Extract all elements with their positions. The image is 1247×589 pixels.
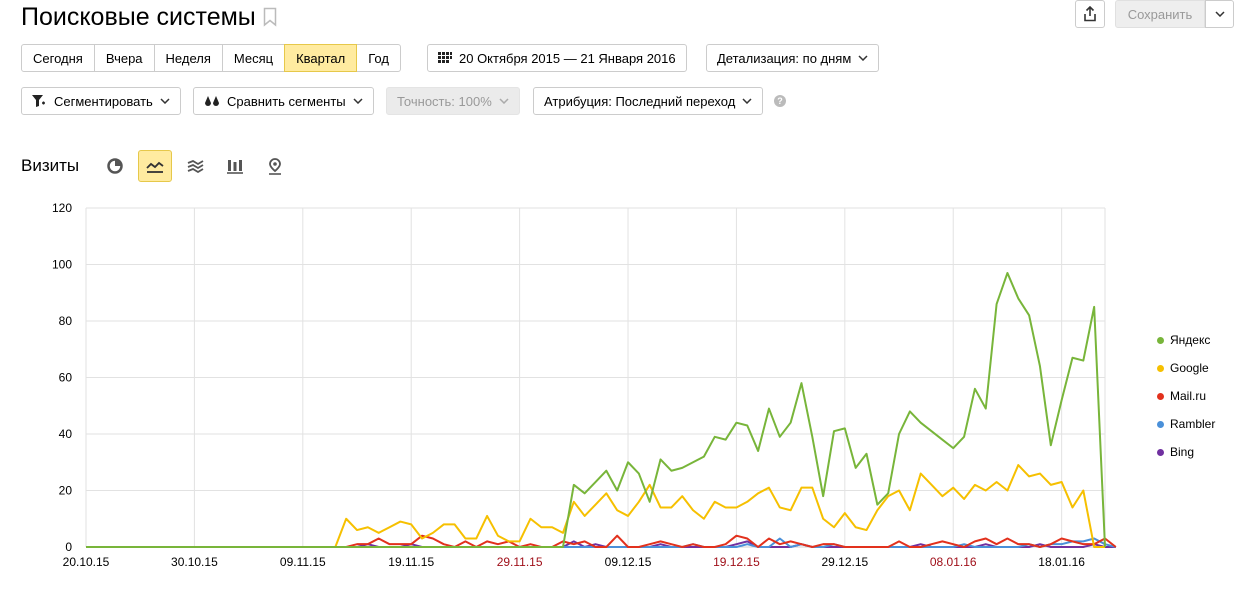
y-tick-label: 40 (59, 427, 73, 441)
period-selector: Сегодня Вчера Неделя Месяц Квартал Год (21, 44, 401, 72)
period-quarter-button[interactable]: Квартал (284, 44, 358, 72)
period-month-button[interactable]: Месяц (221, 44, 286, 72)
bookmark-icon[interactable] (263, 7, 277, 27)
chevron-down-icon (160, 98, 170, 104)
bar-chart-icon (227, 159, 243, 174)
share-button[interactable] (1075, 0, 1105, 28)
segment-label: Сегментировать (54, 93, 153, 109)
view-tab-map[interactable] (258, 150, 292, 182)
chevron-down-icon (1214, 11, 1225, 17)
legend-label: Rambler (1170, 417, 1216, 431)
calendar-icon (438, 52, 452, 63)
series-line-0 (86, 271, 1106, 548)
compare-segments-button[interactable]: Сравнить сегменты (193, 87, 374, 115)
share-icon (1084, 6, 1096, 22)
y-tick-label: 20 (59, 484, 73, 498)
legend-dot (1157, 392, 1164, 400)
legend-label: Bing (1170, 445, 1195, 459)
x-tick-label: 08.01.16 (930, 555, 977, 569)
legend-item-rambler[interactable]: Rambler (1157, 410, 1215, 438)
compare-icon (205, 95, 219, 106)
x-tick-label: 29.11.15 (497, 555, 543, 569)
attribution-label: Атрибуция: Последний переход (544, 93, 736, 109)
legend-item-bing[interactable]: Bing (1157, 438, 1215, 466)
chevron-down-icon (858, 55, 868, 61)
y-tick-label: 60 (59, 371, 73, 385)
x-tick-label: 19.11.15 (388, 555, 434, 569)
period-today-button[interactable]: Сегодня (21, 44, 95, 72)
chevron-down-icon (353, 98, 363, 104)
legend-label: Яндекс (1170, 333, 1211, 347)
x-tick-label: 30.10.15 (171, 555, 218, 569)
accuracy-label: Точность: 100% (397, 93, 492, 109)
detail-label: Детализация: по дням (717, 50, 852, 66)
visits-line-chart: 0 20 40 60 80 100 120 20.10.15 30.10.15 09.11.15 1… (52, 201, 1117, 569)
view-tab-pie[interactable] (98, 150, 132, 182)
legend-label: Google (1170, 361, 1209, 375)
save-button[interactable]: Сохранить (1115, 0, 1205, 28)
legend-label: Mail.ru (1170, 389, 1207, 403)
view-tab-area[interactable] (178, 150, 212, 182)
chevron-down-icon (742, 98, 752, 104)
x-tick-label: 20.10.15 (63, 555, 110, 569)
page-title: Поисковые системы (21, 3, 256, 31)
chart-legend: Яндекс Google Mail.ru Rambler Bing (1157, 326, 1215, 466)
x-tick-label: 18.01.16 (1038, 555, 1085, 569)
area-chart-icon (187, 159, 203, 173)
save-dropdown-button[interactable] (1205, 0, 1234, 28)
date-range-button[interactable]: 20 Октября 2015 — 21 Января 2016 (427, 44, 687, 72)
pie-chart-icon (107, 158, 123, 174)
metric-label: Визиты (21, 156, 80, 175)
chevron-down-icon (499, 98, 509, 104)
map-pin-icon (269, 157, 281, 175)
legend-dot (1157, 336, 1164, 344)
y-tick-label: 0 (65, 540, 72, 554)
period-year-button[interactable]: Год (356, 44, 401, 72)
legend-item-mailru[interactable]: Mail.ru (1157, 382, 1215, 410)
legend-dot (1157, 420, 1164, 428)
date-range-label: 20 Октября 2015 — 21 Января 2016 (459, 50, 676, 66)
legend-dot (1157, 364, 1164, 372)
legend-item-google[interactable]: Google (1157, 354, 1215, 382)
legend-dot (1157, 448, 1164, 456)
y-tick-label: 100 (52, 258, 72, 272)
view-tab-line[interactable] (138, 150, 172, 182)
y-tick-label: 80 (59, 314, 73, 328)
detail-dropdown[interactable]: Детализация: по дням (706, 44, 880, 72)
period-yesterday-button[interactable]: Вчера (93, 44, 155, 72)
view-tab-bars[interactable] (218, 150, 252, 182)
segment-button[interactable]: Сегментировать (21, 87, 181, 115)
legend-item-yandex[interactable]: Яндекс (1157, 326, 1215, 354)
x-tick-label: 09.12.15 (605, 555, 652, 569)
attribution-dropdown[interactable]: Атрибуция: Последний переход (533, 87, 764, 115)
series-line-1 (86, 464, 1105, 548)
y-tick-label: 120 (52, 201, 72, 215)
filter-icon (32, 94, 45, 107)
help-icon[interactable]: ? (774, 95, 786, 107)
x-tick-label: 29.12.15 (821, 555, 868, 569)
x-tick-label: 09.11.15 (280, 555, 326, 569)
period-week-button[interactable]: Неделя (153, 44, 223, 72)
x-tick-label: 19.12.15 (713, 555, 760, 569)
accuracy-dropdown: Точность: 100% (386, 87, 520, 115)
compare-label: Сравнить сегменты (227, 93, 346, 109)
line-chart-icon (146, 161, 164, 173)
